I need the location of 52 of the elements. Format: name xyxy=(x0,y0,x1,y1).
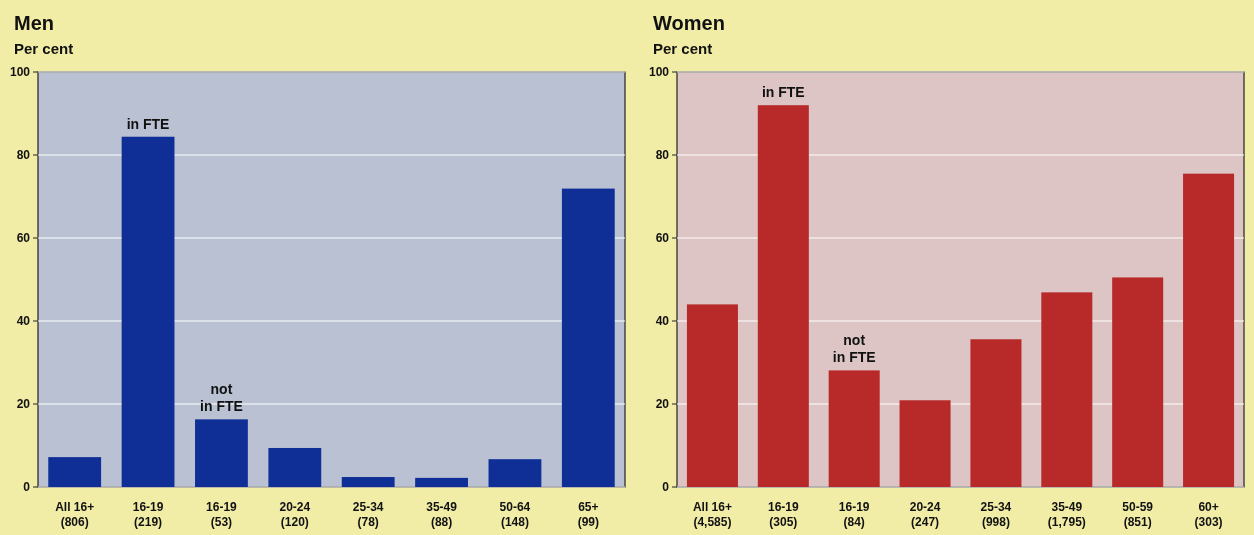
bar xyxy=(195,419,248,487)
bar xyxy=(561,188,615,487)
bar xyxy=(970,339,1022,487)
x-tick-label: 50-59 (851) xyxy=(1122,500,1154,529)
bar xyxy=(488,459,542,487)
annotation: not in FTE xyxy=(200,381,243,415)
x-tick-label: All 16+ (4,585) xyxy=(692,500,732,529)
x-tick-label: 16-19 (53) xyxy=(206,500,238,529)
y-tick-label: 0 xyxy=(662,480,670,495)
chart-title: Women xyxy=(653,12,725,34)
x-tick-label: 16-19 (84) xyxy=(838,500,870,529)
bar xyxy=(899,400,951,487)
x-tick-label: 20-24 (247) xyxy=(909,500,941,529)
x-tick-label: 50-64 (148) xyxy=(499,500,531,529)
bar xyxy=(757,105,809,487)
chart-subtitle: Per cent xyxy=(14,40,74,57)
x-tick-label: 25-34 (78) xyxy=(352,500,384,529)
y-tick-label: 40 xyxy=(655,314,670,329)
bar xyxy=(1112,277,1164,487)
annotation: in FTE xyxy=(761,84,805,101)
x-tick-label: 65+ (99) xyxy=(577,500,599,529)
annotation: in FTE xyxy=(126,115,170,132)
bar xyxy=(48,457,102,487)
y-tick-label: 40 xyxy=(16,314,31,329)
x-tick-label: 25-34 (998) xyxy=(980,500,1012,529)
x-tick-label: 60+ (303) xyxy=(1194,500,1223,529)
x-tick-label: 16-19 (219) xyxy=(132,500,164,529)
bar xyxy=(1041,292,1093,487)
y-tick-label: 100 xyxy=(648,65,670,80)
x-tick-label: All 16+ (806) xyxy=(55,500,95,529)
y-tick-label: 20 xyxy=(16,397,31,412)
bar xyxy=(1183,173,1235,487)
chart-subtitle: Per cent xyxy=(653,40,713,57)
x-tick-label: 20-24 (120) xyxy=(279,500,311,529)
x-tick-label: 35-49 (88) xyxy=(426,500,458,529)
x-tick-label: 35-49 (1,795) xyxy=(1047,500,1086,529)
bar xyxy=(686,304,738,487)
bar xyxy=(828,370,880,487)
x-tick-label: 16-19 (305) xyxy=(767,500,799,529)
y-tick-label: 0 xyxy=(23,480,31,495)
y-tick-label: 80 xyxy=(16,148,31,163)
y-tick-label: 60 xyxy=(16,231,31,246)
bar xyxy=(268,447,322,487)
bar xyxy=(121,136,175,487)
annotation: not in FTE xyxy=(832,332,876,366)
y-tick-label: 80 xyxy=(655,148,670,163)
y-tick-label: 20 xyxy=(655,397,670,412)
y-tick-label: 100 xyxy=(9,65,31,80)
bar xyxy=(415,477,468,487)
y-tick-label: 60 xyxy=(655,231,670,246)
bar xyxy=(341,477,395,487)
chart-title: Men xyxy=(14,12,54,34)
